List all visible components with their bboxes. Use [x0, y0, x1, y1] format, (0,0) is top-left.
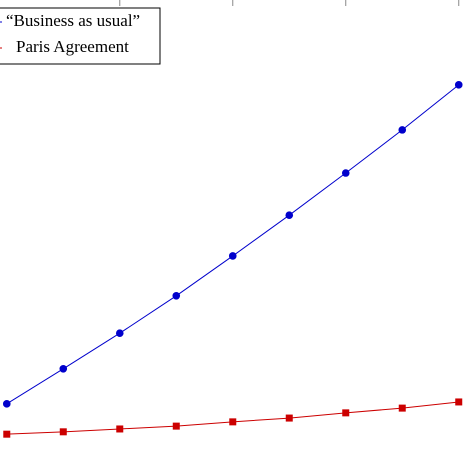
- marker: [228, 252, 237, 260]
- marker: [398, 404, 406, 412]
- marker: [116, 425, 124, 433]
- marker: [2, 400, 11, 408]
- marker: [342, 409, 350, 417]
- marker: [285, 414, 293, 422]
- marker: [115, 329, 124, 338]
- marker: [398, 126, 407, 134]
- marker: [172, 422, 180, 430]
- marker: [172, 291, 181, 300]
- legend-label: “Business as usual”: [6, 11, 140, 30]
- marker: [341, 169, 350, 177]
- legend-label: Paris Agreement: [16, 37, 129, 56]
- marker: [229, 418, 237, 426]
- series-line: [6, 401, 459, 435]
- marker: [454, 81, 463, 89]
- marker: [59, 364, 68, 373]
- series-line: [6, 84, 460, 405]
- marker: [285, 211, 294, 219]
- legend: “Business as usual” Paris Agreement: [0, 7, 161, 65]
- marker: [59, 428, 67, 436]
- marker: [455, 398, 463, 406]
- marker: [3, 430, 11, 438]
- legend-box: [0, 7, 161, 65]
